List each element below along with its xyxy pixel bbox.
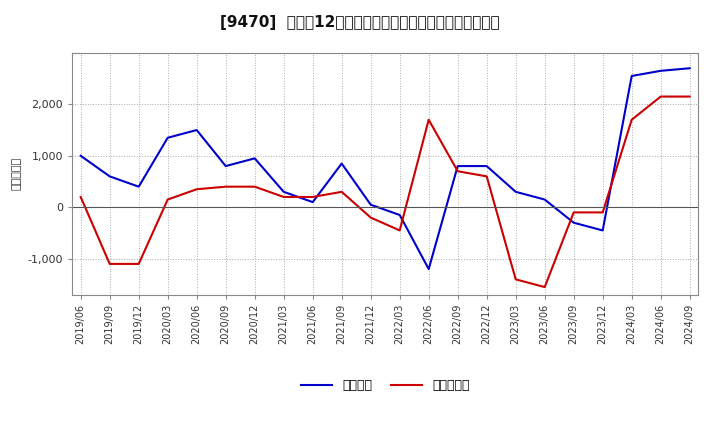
当期純利益 [163, 197, 172, 202]
当期純利益 [454, 169, 462, 174]
経常利益 [105, 174, 114, 179]
経常利益 [338, 161, 346, 166]
経常利益 [511, 189, 520, 194]
経常利益 [221, 163, 230, 169]
当期純利益 [76, 194, 85, 200]
経常利益 [76, 153, 85, 158]
経常利益 [163, 135, 172, 140]
Line: 経常利益: 経常利益 [81, 68, 690, 269]
当期純利益 [627, 117, 636, 122]
当期純利益 [135, 261, 143, 267]
当期純利益 [251, 184, 259, 189]
Y-axis label: （百万円）: （百万円） [12, 157, 22, 191]
当期純利益 [308, 194, 317, 200]
当期純利益 [570, 210, 578, 215]
当期純利益 [657, 94, 665, 99]
Text: [9470]  利益だ12か月移動合計の対前年同期増減額の推移: [9470] 利益だ12か月移動合計の対前年同期増減額の推移 [220, 15, 500, 30]
経常利益 [685, 66, 694, 71]
経常利益 [657, 68, 665, 73]
経常利益 [395, 213, 404, 218]
当期純利益 [541, 284, 549, 290]
経常利益 [598, 228, 607, 233]
Line: 当期純利益: 当期純利益 [81, 96, 690, 287]
経常利益 [135, 184, 143, 189]
経常利益 [454, 163, 462, 169]
経常利益 [251, 156, 259, 161]
当期純利益 [105, 261, 114, 267]
当期純利益 [598, 210, 607, 215]
経常利益 [541, 197, 549, 202]
経常利益 [482, 163, 491, 169]
経常利益 [424, 266, 433, 271]
Legend: 経常利益, 当期純利益: 経常利益, 当期純利益 [296, 374, 474, 397]
経常利益 [279, 189, 288, 194]
当期純利益 [192, 187, 201, 192]
当期純利益 [424, 117, 433, 122]
経常利益 [366, 202, 375, 207]
当期純利益 [366, 215, 375, 220]
当期純利益 [221, 184, 230, 189]
当期純利益 [279, 194, 288, 200]
経常利益 [627, 73, 636, 79]
経常利益 [570, 220, 578, 225]
当期純利益 [482, 174, 491, 179]
経常利益 [308, 199, 317, 205]
当期純利益 [685, 94, 694, 99]
当期純利益 [395, 228, 404, 233]
経常利益 [192, 128, 201, 133]
当期純利益 [511, 277, 520, 282]
当期純利益 [338, 189, 346, 194]
